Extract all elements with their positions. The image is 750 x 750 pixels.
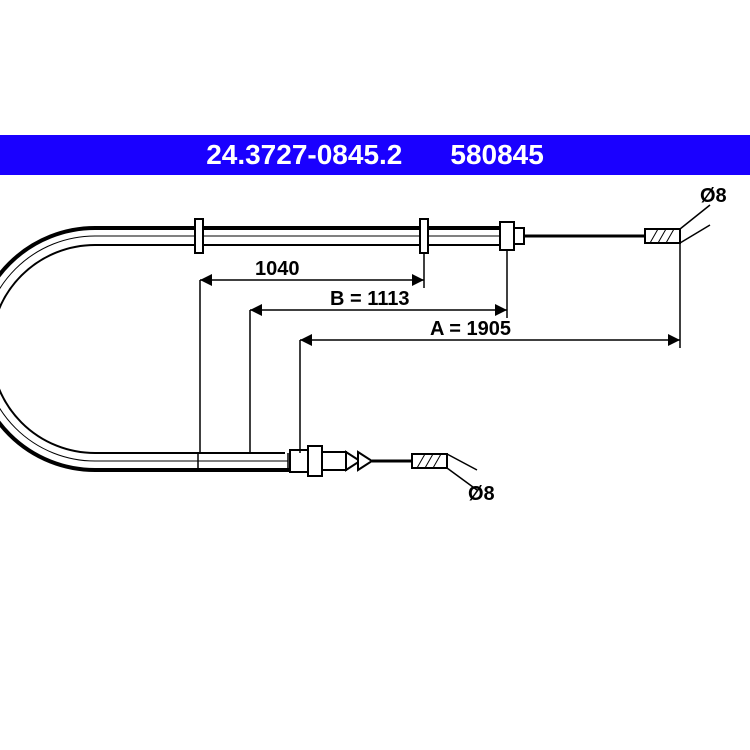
top-diameter-label: Ø8 [700, 185, 727, 207]
top-collar [500, 222, 514, 250]
top-crimp [514, 228, 524, 244]
header-band: 24.3727-0845.2 580845 [0, 135, 750, 175]
top-dia-ext-lower [680, 225, 710, 243]
bottom-diameter-label: Ø8 [468, 483, 495, 505]
bottom-dia-ext-upper [447, 454, 477, 470]
ferrule-top-left [195, 219, 203, 253]
cable-centerline [0, 236, 503, 461]
bottom-tip [412, 454, 447, 468]
dim-label-b: B = 1113 [330, 288, 410, 310]
cable-inner-path [0, 245, 505, 453]
part-number-primary: 24.3727-0845.2 [206, 139, 402, 171]
part-number-secondary: 580845 [450, 139, 543, 171]
top-tip [645, 229, 680, 243]
bottom-fitting [290, 446, 372, 476]
dim-label-a: A = 1905 [430, 318, 511, 340]
cable-diagram: Ø8 Ø8 1040 B = 1113 A = 1905 [0, 0, 750, 750]
dim-label-1040: 1040 [255, 258, 300, 280]
top-dia-ext-upper [680, 205, 710, 229]
ferrule-top-right [420, 219, 428, 253]
